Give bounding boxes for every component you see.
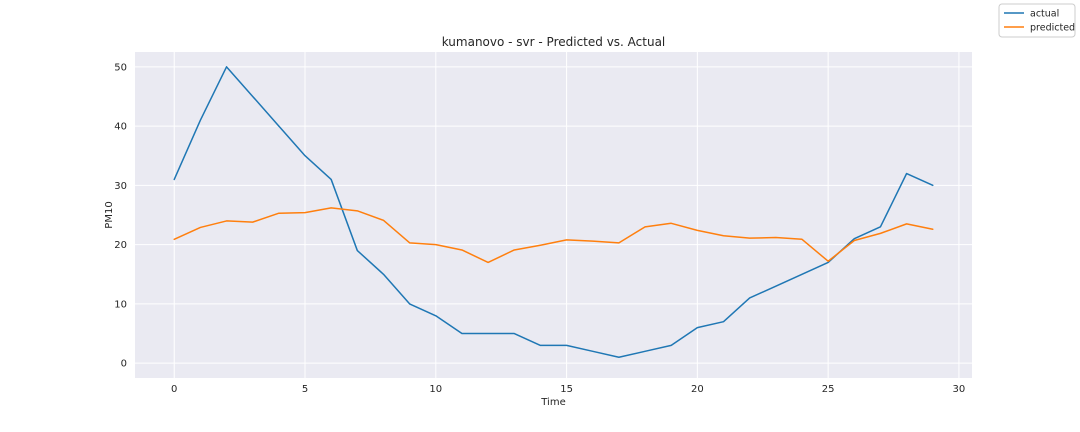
x-tick-label: 5 xyxy=(302,384,308,395)
plot-background xyxy=(135,52,972,378)
series-layer xyxy=(173,66,934,358)
x-axis-label: Time xyxy=(540,397,565,408)
y-tick-label: 40 xyxy=(114,122,127,133)
tick-labels: 0 5 10 15 20 25 30 0 10 20 30 40 50 xyxy=(114,62,965,395)
x-tick-label: 0 xyxy=(171,384,177,395)
grid xyxy=(135,52,972,378)
x-tick-label: 10 xyxy=(429,384,442,395)
x-tick-label: 20 xyxy=(691,384,704,395)
x-tick-label: 30 xyxy=(953,384,966,395)
legend-label-actual: actual xyxy=(1030,9,1059,20)
y-tick-label: 30 xyxy=(114,181,127,192)
y-tick-label: 50 xyxy=(114,62,127,73)
y-tick-label: 0 xyxy=(121,359,127,370)
legend: actual predicted xyxy=(998,3,1076,38)
y-tick-label: 10 xyxy=(114,299,127,310)
legend-label-predicted: predicted xyxy=(1030,23,1075,34)
y-axis-label: PM10 xyxy=(104,201,115,228)
y-tick-label: 20 xyxy=(114,240,127,251)
chart-title: kumanovo - svr - Predicted vs. Actual xyxy=(442,35,666,49)
x-tick-label: 25 xyxy=(822,384,835,395)
x-tick-label: 15 xyxy=(560,384,573,395)
series-line-predicted xyxy=(173,207,934,264)
series-line-actual xyxy=(173,66,934,358)
